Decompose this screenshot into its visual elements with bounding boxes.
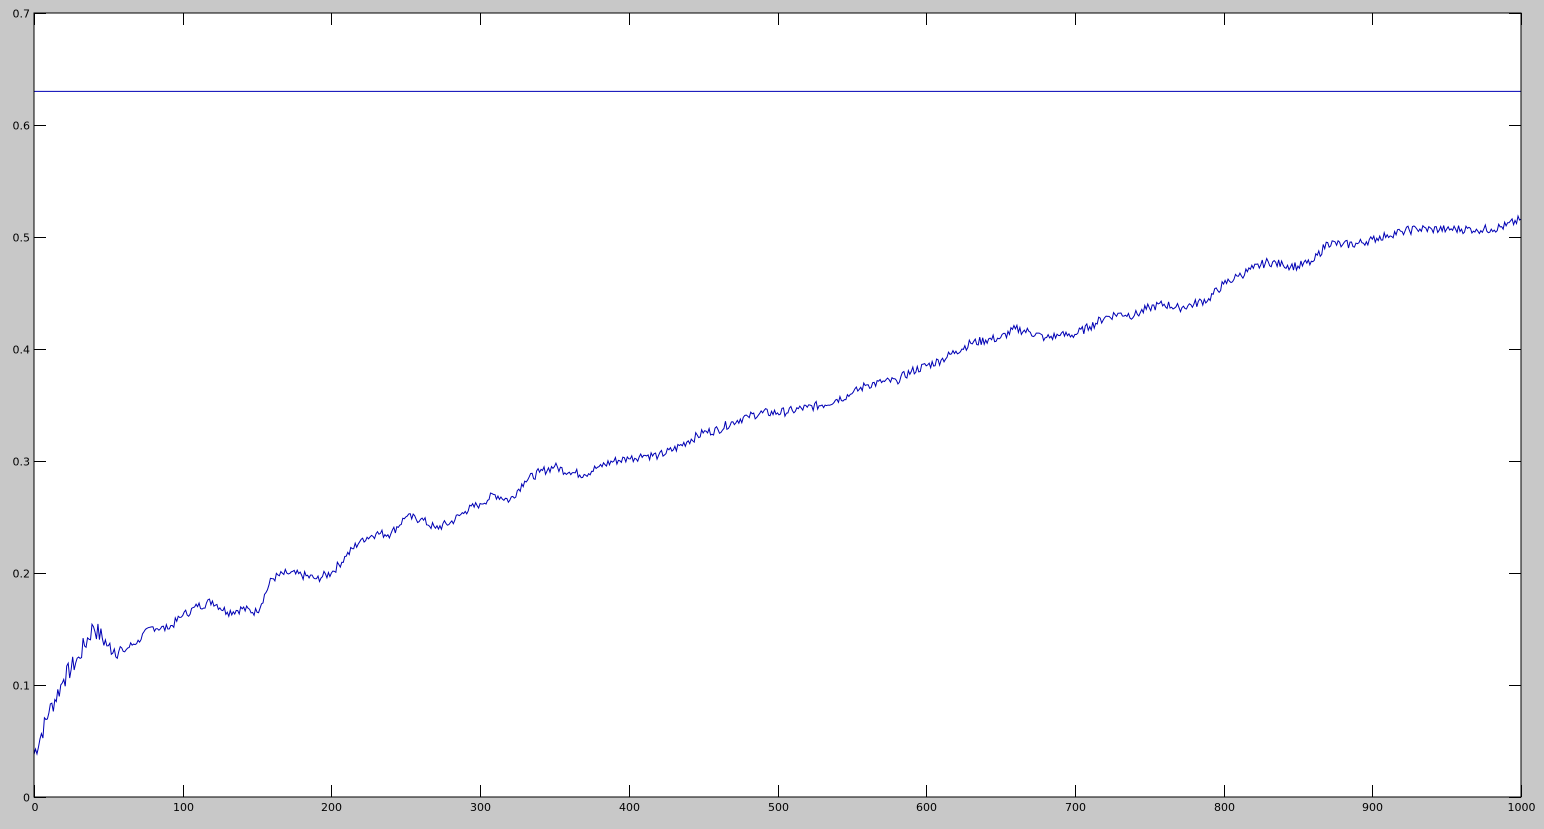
- x-tick-label: 400: [619, 801, 640, 814]
- x-tick-label: 200: [321, 801, 342, 814]
- plot-frame: [33, 12, 1522, 798]
- x-tick-label: 300: [470, 801, 491, 814]
- x-tick-label: 500: [768, 801, 789, 814]
- y-tick-label: 0.3: [13, 456, 31, 469]
- plot-area: [34, 13, 1521, 797]
- y-tick-label: 0: [23, 792, 30, 805]
- x-tick-label: 900: [1362, 801, 1383, 814]
- x-tick-label: 800: [1214, 801, 1235, 814]
- y-tick-label: 0.6: [13, 120, 31, 133]
- x-tick-label: 600: [916, 801, 937, 814]
- series-lines: [33, 90, 1522, 756]
- x-tick-label: 0: [32, 801, 39, 814]
- x-tick-label: 100: [173, 801, 194, 814]
- y-tick-label: 0.4: [13, 344, 31, 357]
- x-tick-label: 700: [1065, 801, 1086, 814]
- y-tick-label: 0.5: [13, 232, 31, 245]
- axis-ticks: 0 100 200 300 400 500 600 700 800 900 1000 0 0.1 0.2 0…: [13, 8, 1536, 815]
- y-tick-label: 0.2: [13, 568, 31, 581]
- series-line-main: [33, 214, 1522, 756]
- x-tick-label: 1000: [1508, 801, 1536, 814]
- y-tick-label: 0.1: [13, 680, 31, 693]
- y-tick-label: 0.7: [13, 8, 31, 21]
